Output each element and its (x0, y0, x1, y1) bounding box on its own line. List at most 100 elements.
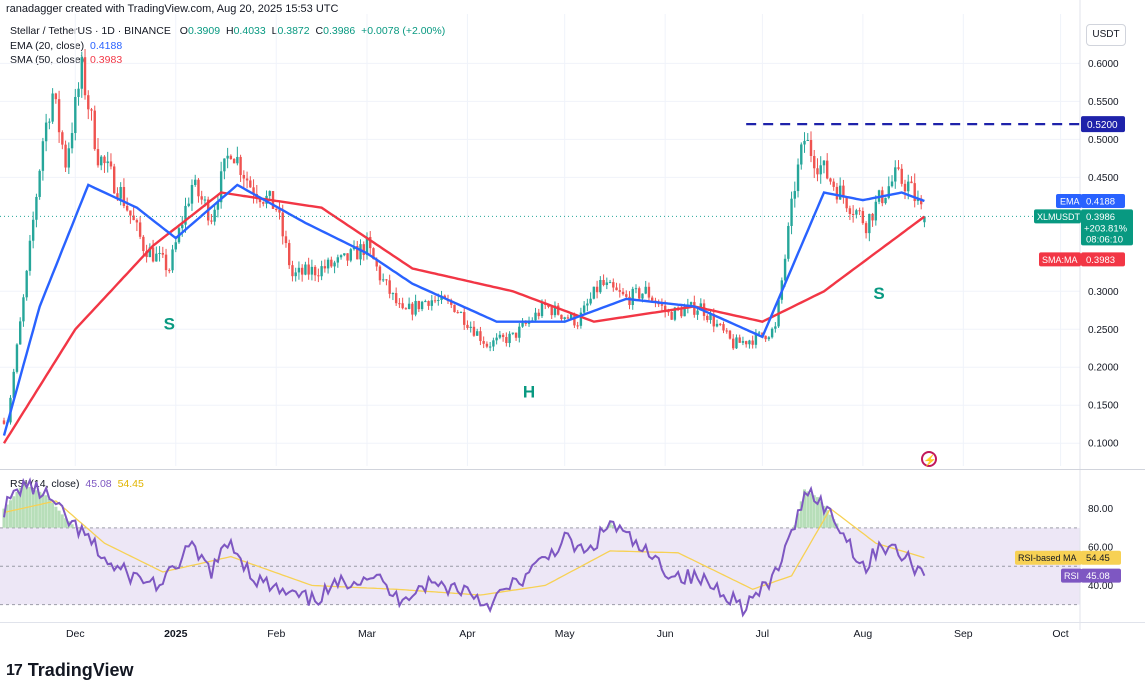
candle-body (401, 303, 404, 309)
candle-body (495, 337, 498, 341)
time-axis-tick: Oct (1052, 628, 1068, 640)
symbol-title[interactable]: Stellar / TetherUS · 1D · BINANCE (10, 25, 171, 37)
candle-body (433, 300, 437, 302)
tradingview-logo[interactable]: 17 TradingView (6, 660, 134, 681)
candle-body (90, 109, 93, 111)
candle-body (83, 57, 87, 96)
price-chart[interactable]: 0.6000 0.5500 0.5000 0.4500 0.3000 0.2500 0.20… (0, 0, 1145, 470)
candle-body (158, 252, 161, 254)
candle-body (93, 110, 96, 150)
rsi-ma-legend-value: 54.45 (117, 478, 144, 490)
rsi-ma-name-tag-text: RSI-based MA (1018, 553, 1077, 563)
candle-body (381, 279, 385, 281)
credit-line: ranadagger created with TradingView.com,… (6, 3, 339, 15)
candle-body (453, 304, 456, 313)
time-axis-tick: May (555, 628, 576, 640)
candle-body (618, 290, 621, 292)
last-price-tag-text: +203.81% (1084, 223, 1128, 234)
sma-value-tag: 0.3983 (1081, 252, 1125, 267)
candle-body (560, 314, 563, 320)
candle-body (132, 215, 135, 221)
open-value: 0.3909 (187, 25, 221, 37)
candle-body (871, 213, 874, 221)
candle-body (67, 148, 71, 168)
candle-body (673, 307, 677, 320)
price-axis-tick: 0.1000 (1088, 439, 1119, 450)
candle-body (184, 205, 187, 225)
candle-body (479, 331, 482, 342)
candle-body (300, 267, 304, 275)
candle-body (450, 301, 453, 305)
candle-body (488, 346, 492, 348)
price-grid (0, 14, 1080, 466)
candle-body (712, 314, 715, 327)
candle-body (336, 257, 340, 263)
sma-value-tag-bg (1081, 252, 1125, 267)
candle-body (19, 321, 22, 345)
time-axis-tick: Jul (756, 628, 769, 640)
candle-body (547, 304, 550, 307)
alert-flash-icon[interactable]: ⚡ (921, 451, 937, 467)
candle-body (719, 323, 722, 325)
candle-body (109, 161, 113, 167)
candle-body (2, 420, 6, 424)
candle-body (868, 213, 871, 234)
pattern-label: H (523, 383, 535, 402)
candle-body (735, 337, 738, 349)
candle-body (142, 236, 145, 252)
candle-body (725, 330, 728, 332)
candle-body (913, 183, 916, 202)
candle-body (245, 178, 249, 181)
candle-body (634, 288, 638, 290)
candle-body (391, 293, 395, 295)
candle-body (715, 323, 719, 327)
candle-body (602, 279, 605, 286)
currency-button[interactable]: USDT (1086, 24, 1126, 46)
candle-body (754, 332, 758, 345)
candle-body (693, 302, 696, 315)
candle-body (858, 210, 861, 212)
candle-body (339, 255, 343, 258)
candle-body (783, 258, 787, 281)
candle-body (194, 179, 197, 185)
candle-body (741, 341, 745, 343)
candle-body (874, 201, 878, 221)
candle-body (229, 155, 233, 160)
candle-body (592, 286, 596, 299)
candle-body (605, 282, 609, 286)
candle-body (576, 325, 579, 327)
candle-body (151, 247, 155, 262)
price-axis-tick: 0.4500 (1088, 173, 1119, 184)
candle-body (774, 326, 777, 329)
candle-body (275, 208, 278, 210)
ema-legend[interactable]: EMA (20, close) 0.4188 (10, 40, 122, 52)
candle-body (359, 244, 362, 260)
rsi-value-tag-text: 45.08 (1086, 571, 1110, 582)
rsi-axis-tick: 40.00 (1088, 581, 1113, 592)
candle-body (537, 312, 540, 317)
candle-body (249, 180, 252, 188)
rsi-chart[interactable]: 80.00 60.00 40.00 RSI-based MA 54.45 RSI 45.08… (0, 470, 1145, 652)
time-axis-tick: Sep (954, 628, 973, 640)
candle-body (845, 197, 848, 209)
candle-body (663, 305, 667, 312)
candle-body (138, 222, 142, 237)
candle-body (87, 95, 90, 110)
candle-body (262, 202, 265, 204)
price-axis-tick: 0.5500 (1088, 97, 1119, 108)
candle-body (210, 220, 213, 222)
candle-body (369, 236, 372, 249)
ema20-line (2, 183, 925, 436)
rsi-overbought-fill (2, 483, 839, 528)
candle-body (48, 121, 51, 123)
candle-body (851, 213, 855, 215)
candle-body (589, 298, 592, 304)
candle-body (313, 266, 317, 276)
candle-body (641, 293, 644, 299)
candle-body (514, 332, 518, 338)
candle-body (349, 249, 352, 261)
candle-body (524, 322, 527, 324)
candle-body (813, 155, 816, 169)
candle-body (816, 168, 819, 175)
candle-body (41, 141, 45, 171)
